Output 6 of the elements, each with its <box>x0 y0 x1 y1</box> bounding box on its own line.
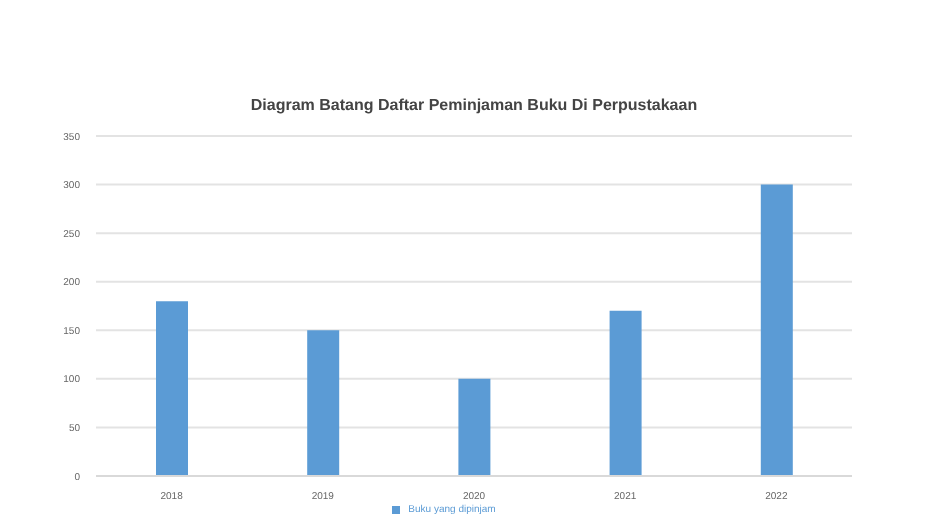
bar <box>307 330 340 476</box>
bar <box>609 310 642 476</box>
bar <box>156 301 188 476</box>
bar <box>760 184 793 476</box>
chart-title: Diagram Batang Daftar Peminjaman Buku Di Perpustakaan <box>248 94 700 118</box>
bar <box>458 378 491 476</box>
